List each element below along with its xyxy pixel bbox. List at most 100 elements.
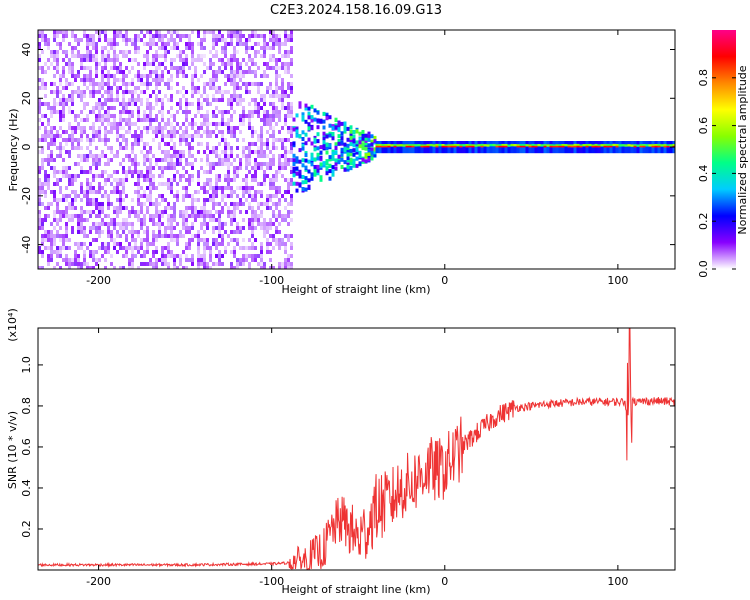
- spectrogram-cell: [364, 159, 368, 164]
- spectrogram-cell: [263, 150, 266, 154]
- spectrogram-cell: [152, 42, 155, 46]
- spectrogram-cell: [179, 34, 182, 38]
- spectrogram-cell: [203, 90, 206, 94]
- spectrogram-cell: [206, 134, 209, 138]
- spectrogram-cell: [236, 154, 239, 158]
- spectrogram-cell: [125, 110, 128, 114]
- spectrogram-cell: [125, 146, 128, 150]
- spectrogram-cell: [62, 74, 65, 78]
- spectrogram-cell: [131, 206, 134, 210]
- spectrogram-cell: [212, 54, 215, 58]
- spectrogram-cell: [290, 62, 293, 66]
- spectrogram-cell: [59, 170, 62, 174]
- spectrogram-cell: [212, 186, 215, 190]
- spectrogram-cell: [194, 190, 197, 194]
- spectrogram-cell: [53, 166, 56, 170]
- spectrogram-cell: [125, 206, 128, 210]
- spectrogram-cell: [224, 146, 227, 150]
- spectrogram-cell: [80, 38, 83, 42]
- spectrogram-cell: [170, 166, 173, 170]
- spectrogram-cell: [194, 66, 197, 70]
- spectrogram-cell: [313, 117, 317, 122]
- spectrogram-cell: [176, 154, 179, 158]
- spectrogram-cell: [95, 166, 98, 170]
- spectrogram-cell: [188, 154, 191, 158]
- spectrogram-cell: [218, 254, 221, 258]
- spectrogram-cell: [110, 158, 113, 162]
- spectrogram-cell: [59, 246, 62, 250]
- spectrogram-cell: [131, 222, 134, 226]
- spectrogram-cell: [248, 126, 251, 130]
- spectrogram-cell: [188, 226, 191, 230]
- spectrogram-cell: [173, 154, 176, 158]
- spectrogram-cell: [152, 154, 155, 158]
- spectrogram-cell: [113, 206, 116, 210]
- spectrogram-cell: [62, 246, 65, 250]
- spectrogram-cell: [104, 102, 107, 106]
- spectrogram-cell: [206, 246, 209, 250]
- spectrogram-cell: [62, 58, 65, 62]
- spectrogram-cell: [370, 142, 374, 147]
- snr-x-ticks: -200 -100 0 100: [86, 328, 628, 588]
- spectrogram-cell: [188, 46, 191, 50]
- spectrogram-cell: [167, 254, 170, 258]
- spectrogram-cell: [170, 182, 173, 186]
- spectrogram-cell: [125, 130, 128, 134]
- spectrogram-cell: [290, 202, 293, 206]
- spectrogram-cell: [140, 246, 143, 250]
- spectrogram-cell: [155, 34, 158, 38]
- spectrogram-cell: [170, 138, 173, 142]
- spectrogram-cell: [248, 254, 251, 258]
- spectrogram-cell: [116, 198, 119, 202]
- spectrogram-cell: [185, 110, 188, 114]
- spectrogram-cell: [110, 190, 113, 194]
- spectrogram-cell: [50, 62, 53, 66]
- spectrogram-cell: [83, 58, 86, 62]
- spectrogram-cell: [236, 138, 239, 142]
- spectrogram-cell: [215, 70, 218, 74]
- spectrogram-cell: [107, 230, 110, 234]
- spectrogram-cell: [128, 166, 131, 170]
- spectrogram-cell: [125, 118, 128, 122]
- spectrogram-cell: [290, 170, 293, 174]
- spectrogram-cell: [212, 194, 215, 198]
- spectrogram-cell: [89, 230, 92, 234]
- spectrogram-cell: [218, 90, 221, 94]
- spectrogram-cell: [287, 238, 290, 242]
- spectrogram-cell: [53, 90, 56, 94]
- spectrogram-cell: [38, 218, 41, 222]
- spectrogram-cell: [116, 66, 119, 70]
- spectrogram-cell: [230, 162, 233, 166]
- spectrogram-cell: [236, 70, 239, 74]
- spectrogram-cell: [266, 230, 269, 234]
- spectrogram-cell: [119, 114, 122, 118]
- spectrogram-cell: [62, 30, 65, 34]
- spectrogram-cell: [185, 90, 188, 94]
- spectrogram-cell: [62, 86, 65, 90]
- spectrogram-cell: [257, 102, 260, 106]
- spectrogram-cell: [173, 194, 176, 198]
- spectrogram-cell: [248, 66, 251, 70]
- spectrogram-cell: [149, 114, 152, 118]
- spectrogram-cell: [269, 150, 272, 154]
- spectrogram-cell: [191, 146, 194, 150]
- spectrogram-cell: [137, 106, 140, 110]
- spectrogram-cell: [113, 242, 116, 246]
- spectrogram-cell: [230, 202, 233, 206]
- spectrogram-cell: [194, 86, 197, 90]
- spectrogram-cell: [218, 202, 221, 206]
- spectrogram-cell: [194, 58, 197, 62]
- spectrogram-cell: [340, 147, 344, 152]
- spectrogram-cell: [254, 226, 257, 230]
- spectrogram-cell: [119, 194, 122, 198]
- spectrogram-cell: [44, 86, 47, 90]
- spectrogram-cell: [221, 234, 224, 238]
- spectrogram-cell: [113, 154, 116, 158]
- spectrogram-cell: [86, 246, 89, 250]
- spectrogram-cell: [352, 143, 356, 148]
- spectrogram-cell: [185, 190, 188, 194]
- spectrogram-cell: [53, 218, 56, 222]
- spectrogram-cell: [80, 222, 83, 226]
- spectrogram-cell: [164, 42, 167, 46]
- spectrogram-cell: [158, 226, 161, 230]
